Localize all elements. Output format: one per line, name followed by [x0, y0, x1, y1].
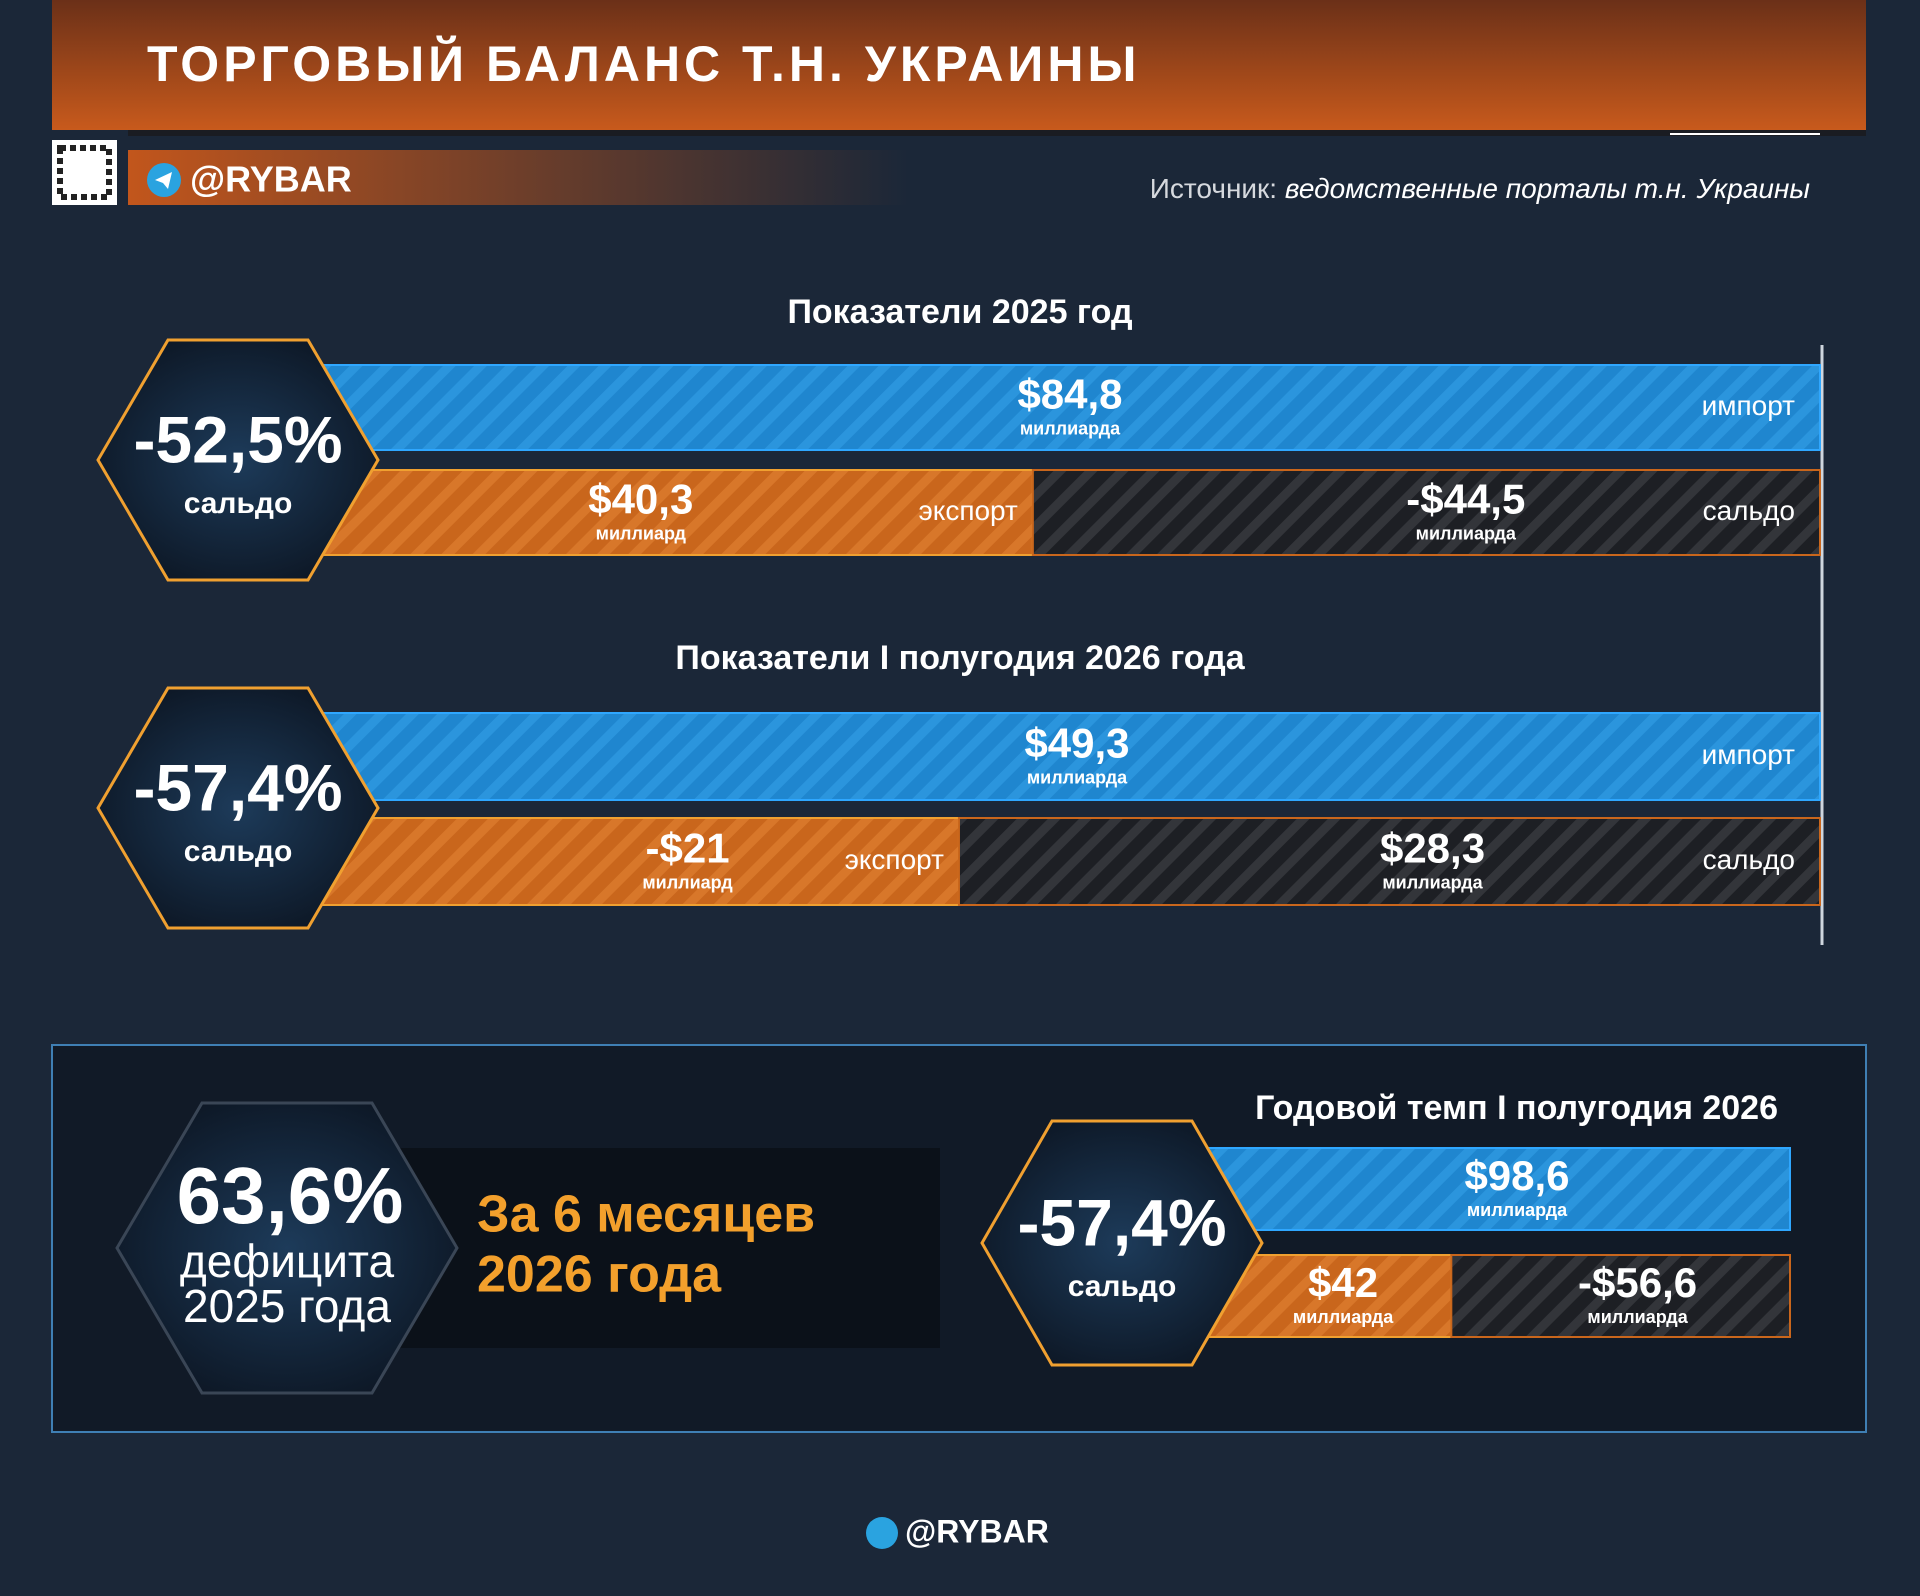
unit-label: миллиарда	[1027, 767, 1128, 787]
unit-label: миллиарда	[1416, 523, 1517, 543]
deficit-pct: 63,6%	[177, 1151, 404, 1240]
value-label: -$56,6	[1578, 1259, 1697, 1306]
source-label: Источник:	[1150, 173, 1277, 204]
saldo-label: сальдо	[184, 487, 293, 520]
import-bar	[319, 712, 1821, 801]
import-bar	[1199, 1147, 1791, 1231]
handle: @RYBAR	[190, 159, 352, 200]
unit-label: миллиард	[642, 872, 733, 892]
source: Источник: ведомственные порталы т.н. Укр…	[1150, 173, 1811, 204]
bar-name: импорт	[1702, 390, 1796, 421]
unit-label: миллиарда	[1293, 1307, 1394, 1327]
value-label: $28,3	[1380, 825, 1485, 872]
value-label: -$44,5	[1406, 476, 1525, 523]
bar-name: импорт	[1702, 739, 1796, 770]
saldo-label: сальдо	[184, 835, 293, 868]
import-bar	[319, 364, 1821, 451]
saldo-pct: -52,5%	[133, 402, 342, 476]
unit-label: миллиард	[596, 523, 687, 543]
unit-label: миллиарда	[1467, 1200, 1568, 1220]
source-text: ведомственные порталы т.н. Украины	[1285, 173, 1811, 204]
saldo-hexagon	[96, 686, 380, 930]
value-label: -$21	[645, 825, 729, 872]
bar-name: экспорт	[845, 844, 945, 875]
saldo-pct: -57,4%	[1017, 1185, 1226, 1259]
telegram-icon	[866, 1517, 898, 1549]
title: ТОРГОВЫЙ БАЛАНС Т.Н. УКРАИНЫ	[147, 35, 1140, 92]
saldo-hexagon	[96, 338, 380, 582]
unit-label: миллиарда	[1587, 1307, 1688, 1327]
value-label: $49,3	[1024, 720, 1129, 767]
value-label: $42	[1308, 1259, 1378, 1306]
section-title: Показатели I полугодия 2026 года	[675, 639, 1245, 677]
section-title: Годовой темп I полугодия 2026	[1255, 1089, 1778, 1127]
saldo-label: сальдо	[1068, 1270, 1177, 1303]
value-label: $98,6	[1464, 1152, 1569, 1199]
bar-name: сальдо	[1703, 495, 1795, 526]
balance-bar	[1031, 469, 1821, 556]
qr-pattern	[57, 145, 112, 200]
balance-bar	[957, 817, 1821, 906]
value-label: $84,8	[1017, 371, 1122, 418]
period-line: За 6 месяцев	[477, 1186, 815, 1244]
bar-name: экспорт	[918, 495, 1018, 526]
unit-label: миллиарда	[1020, 418, 1121, 438]
header-accent	[1670, 133, 1820, 135]
export-bar	[319, 469, 1034, 556]
bar-name: сальдо	[1703, 844, 1795, 875]
saldo-hexagon	[980, 1119, 1264, 1367]
period-strip	[400, 1148, 940, 1348]
deficit-line: 2025 года	[183, 1280, 391, 1332]
header-bar	[52, 0, 1866, 130]
handle-strip	[128, 150, 908, 205]
header-line	[128, 130, 1866, 136]
section-title: Показатели 2025 год	[787, 293, 1132, 331]
telegram-plane	[155, 172, 172, 189]
saldo-pct: -57,4%	[133, 750, 342, 824]
period-line: 2026 года	[477, 1246, 722, 1304]
footer-handle: @RYBAR	[905, 1513, 1049, 1549]
deficit-line: дефицита	[180, 1235, 395, 1287]
balance-bar	[1450, 1254, 1792, 1338]
unit-label: миллиарда	[1382, 872, 1483, 892]
deficit-hexagon	[115, 1101, 459, 1395]
value-label: $40,3	[588, 476, 693, 523]
